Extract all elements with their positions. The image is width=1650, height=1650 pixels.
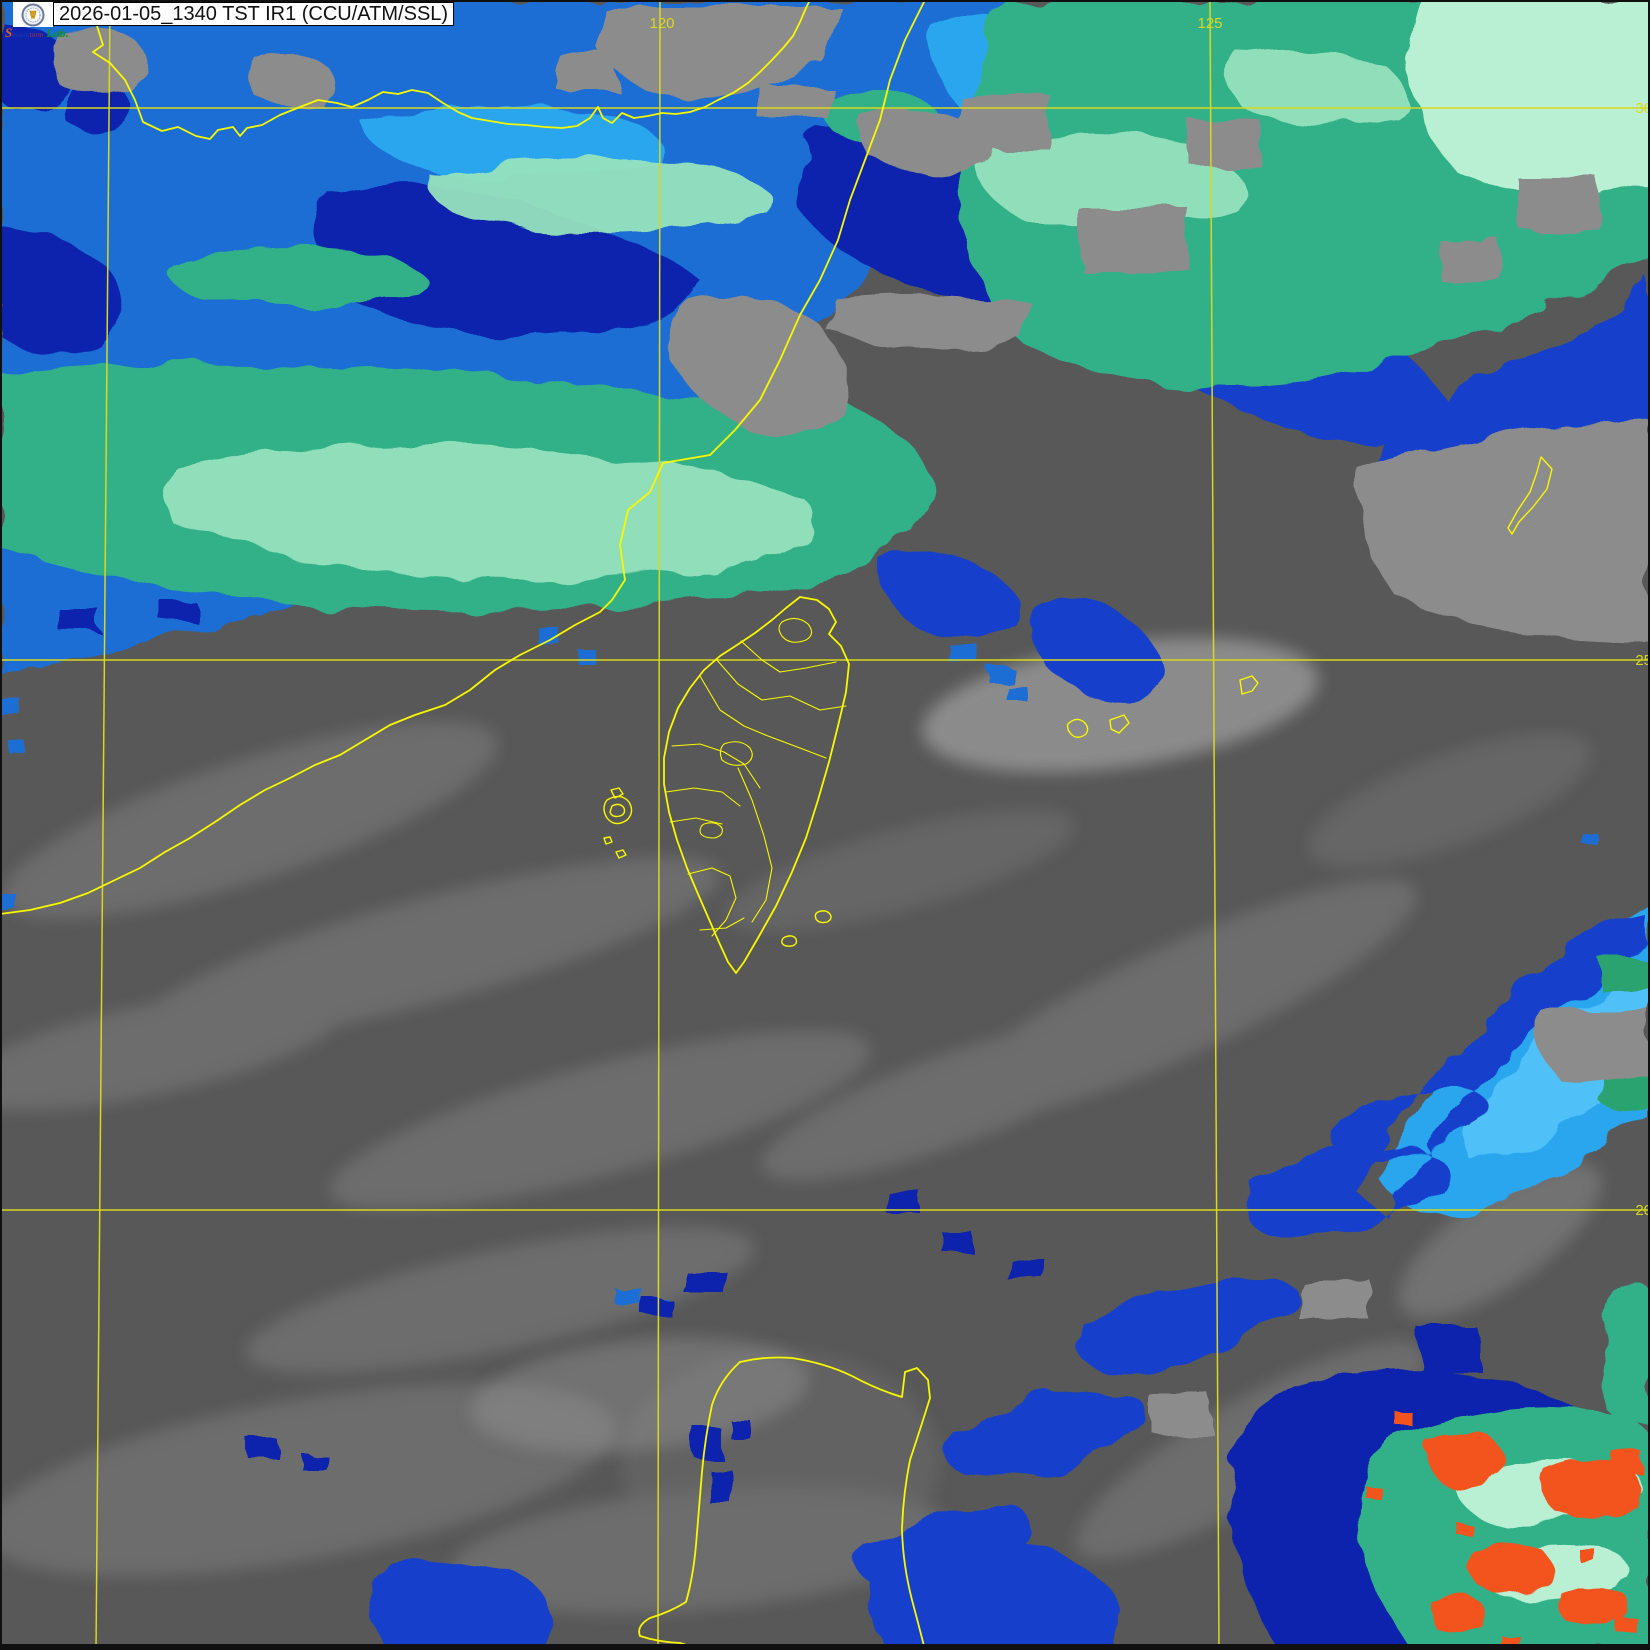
coastline-green-orchid-islands bbox=[781, 910, 832, 947]
image-title-bar: 2026-01-05_1340 TST IR1 (CCU/ATM/SSL) bbox=[53, 2, 455, 26]
cloud-navy-patches bbox=[0, 20, 1060, 632]
county-border bbox=[669, 817, 723, 825]
bright-gray-cloud-layer bbox=[470, 637, 1602, 1453]
cloud-wisp bbox=[2, 721, 498, 919]
cloud-wisp bbox=[329, 1030, 871, 1210]
gray-cloud-wisps-layer bbox=[0, 721, 1592, 1614]
county-border bbox=[687, 867, 737, 937]
cloud-wisp bbox=[761, 1019, 1139, 1181]
cloud-wisp bbox=[1398, 1161, 1602, 1319]
logo-word-top: evere bbox=[12, 33, 30, 39]
lon-label-120: 120 bbox=[649, 15, 674, 32]
county-border bbox=[778, 617, 813, 643]
navy-specks-southeast bbox=[250, 1190, 1650, 1650]
royalblue-streaks bbox=[371, 915, 1650, 1650]
gridline-lon-115e bbox=[95, 0, 111, 1650]
coastline-luzon-west bbox=[638, 1361, 741, 1650]
coastlines bbox=[0, 0, 1553, 1650]
cloud-wisp bbox=[0, 989, 346, 1111]
coastline-okinawa bbox=[1507, 456, 1553, 535]
cloud-mint-highlights bbox=[164, 50, 1407, 582]
gray-gaps-in-band bbox=[1150, 1010, 1650, 1431]
grid-labels: 120 125 30 25 20 bbox=[649, 15, 1650, 1219]
top-frontal-cloud-band bbox=[0, 0, 1650, 701]
logo-suffix: Lab. bbox=[46, 26, 69, 40]
county-border bbox=[737, 767, 773, 923]
cloud-wisp bbox=[470, 1337, 810, 1453]
warm-gray-gaps bbox=[50, 5, 1650, 640]
frame-right bbox=[1648, 0, 1650, 1650]
frame-top bbox=[0, 0, 1650, 2]
county-border bbox=[740, 640, 837, 673]
cloud-brightmint-corner bbox=[1410, 0, 1650, 197]
lab-logo-text: Severetorm Lab. bbox=[5, 25, 69, 42]
coastline-taiwan bbox=[663, 596, 850, 974]
green-spots-in-band bbox=[1598, 958, 1650, 1114]
lab-logo-box bbox=[13, 2, 53, 27]
frame-left bbox=[0, 0, 2, 1650]
frame-bottom bbox=[0, 1644, 1650, 1650]
university-seal-icon bbox=[21, 3, 45, 26]
logo-initial: S bbox=[5, 25, 13, 40]
county-border bbox=[699, 675, 827, 759]
county-border bbox=[699, 917, 745, 931]
lat-label-30: 30 bbox=[1635, 100, 1650, 117]
cloud-wisp bbox=[245, 1227, 755, 1373]
coastline-china-southeast bbox=[0, 0, 926, 915]
county-border bbox=[665, 787, 741, 807]
cloud-wisp bbox=[725, 809, 1075, 931]
orange-convection-cells bbox=[1366, 1412, 1642, 1644]
lat-label-25: 25 bbox=[1635, 652, 1650, 669]
cloud-wisp bbox=[0, 1383, 616, 1577]
cloud-wisp bbox=[1308, 733, 1592, 867]
county-border bbox=[671, 743, 761, 789]
county-border bbox=[715, 658, 847, 711]
coastline-luzon-north-east bbox=[739, 1356, 931, 1650]
coastline-yaeyama-islands bbox=[1066, 675, 1259, 738]
lat-label-20: 20 bbox=[1635, 1202, 1650, 1219]
taiwan-county-borders bbox=[665, 617, 847, 937]
bottom-right-cloud-system bbox=[250, 905, 1650, 1650]
logo-word-bottom: torm bbox=[29, 33, 44, 39]
county-border bbox=[699, 822, 723, 839]
coastline-penghu-islands bbox=[603, 787, 633, 859]
coastline-china-north bbox=[92, 0, 811, 140]
lon-label-125: 125 bbox=[1197, 15, 1222, 32]
image-title-text: 2026-01-05_1340 TST IR1 (CCU/ATM/SSL) bbox=[59, 3, 449, 25]
county-border bbox=[719, 741, 753, 766]
cloud-wisp bbox=[921, 637, 1319, 773]
gridline-lon-125e bbox=[1209, 0, 1220, 1650]
gridline-lon-120e bbox=[657, 0, 661, 1650]
